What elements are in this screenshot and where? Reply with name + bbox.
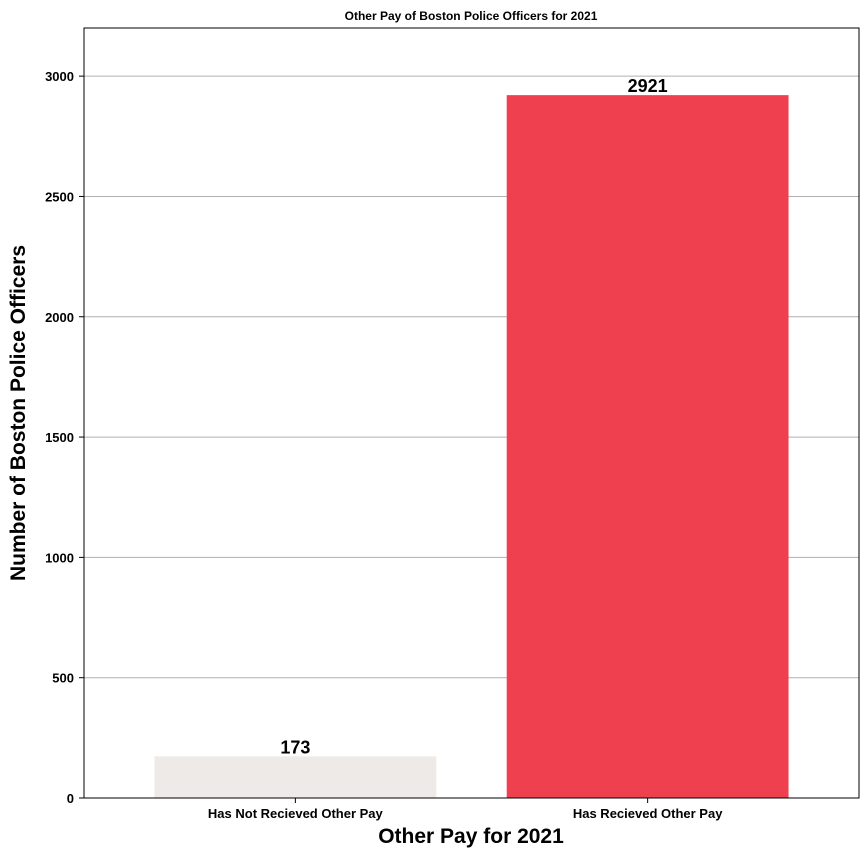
bar-value-label: 173 [280,737,310,757]
y-tick-label: 500 [52,671,74,686]
y-axis-ticks: 0 500 1000 1500 2000 2500 3000 [45,69,84,806]
bars [154,95,789,798]
chart-title: Other Pay of Boston Police Officers for … [345,9,598,23]
y-tick-label: 2500 [45,189,74,204]
x-axis-label: Other Pay for 2021 [378,825,564,848]
x-axis-ticks: Has Not Recieved Other Pay Has Recieved O… [208,798,723,821]
x-tick-label: Has Recieved Other Pay [573,806,723,821]
bar-value-labels: 173 2921 [280,76,667,757]
y-axis-label: Number of Boston Police Officers [7,245,30,581]
y-tick-label: 1500 [45,430,74,445]
y-tick-label: 2000 [45,310,74,325]
x-tick-label: Has Not Recieved Other Pay [208,806,384,821]
bar-value-label: 2921 [628,76,668,96]
y-tick-label: 3000 [45,69,74,84]
bar [506,95,789,798]
y-tick-label: 0 [67,791,74,806]
bar [154,756,437,798]
y-tick-label: 1000 [45,550,74,565]
plot-frame [83,27,860,799]
